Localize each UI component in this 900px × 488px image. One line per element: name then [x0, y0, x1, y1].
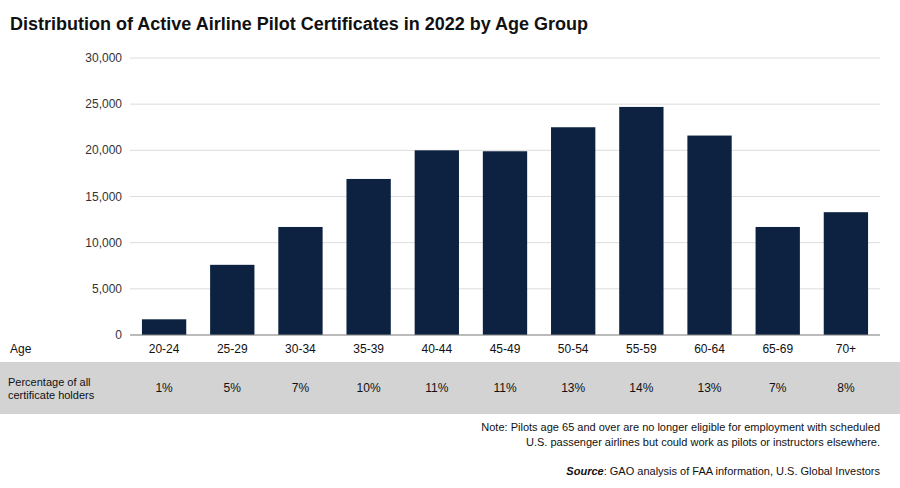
source-text: : GAO analysis of FAA information, U.S. …	[604, 465, 881, 477]
x-tick-label: 50-54	[558, 342, 589, 356]
x-tick-label: 40-44	[421, 342, 452, 356]
grid-line	[130, 58, 880, 59]
grid-line	[130, 104, 880, 105]
x-tick-label: 45-49	[490, 342, 521, 356]
percentage-label: 14%	[629, 381, 653, 395]
x-tick-label: 70+	[836, 342, 856, 356]
percentage-label: 13%	[698, 381, 722, 395]
source-label: Source	[566, 465, 603, 477]
bar	[824, 212, 868, 335]
y-tick-label: 25,000	[85, 97, 122, 111]
x-tick-label: 55-59	[626, 342, 657, 356]
percentage-label: 13%	[561, 381, 585, 395]
x-tick-label: 60-64	[694, 342, 725, 356]
x-tick-label: 25-29	[217, 342, 248, 356]
y-tick-label: 20,000	[85, 143, 122, 157]
x-tick-label: 30-34	[285, 342, 316, 356]
bar	[210, 265, 254, 335]
x-tick-label: 65-69	[762, 342, 793, 356]
y-tick-label: 10,000	[85, 236, 122, 250]
bar	[142, 319, 186, 335]
table-label-line: certificate holders	[8, 389, 95, 401]
grid-line	[130, 150, 880, 151]
table-label-line: Percentage of all	[8, 376, 91, 388]
table-band	[0, 362, 900, 414]
percentage-label: 8%	[837, 381, 855, 395]
y-tick-label: 15,000	[85, 190, 122, 204]
bar	[278, 227, 322, 335]
x-axis-label: Age	[10, 342, 32, 356]
x-tick-label: 20-24	[149, 342, 180, 356]
background	[0, 0, 900, 488]
grid-line	[130, 335, 880, 336]
percentage-label: 5%	[224, 381, 242, 395]
percentage-label: 7%	[292, 381, 310, 395]
note-line: Note: Pilots age 65 and over are no long…	[481, 421, 880, 433]
y-tick-label: 5,000	[92, 282, 122, 296]
y-tick-label: 0	[115, 328, 122, 342]
bar	[551, 127, 595, 335]
table-label: Percentage of allcertificate holders	[8, 376, 95, 401]
grid	[130, 58, 880, 335]
bar	[346, 179, 390, 335]
bar	[619, 107, 663, 335]
percentage-label: 7%	[769, 381, 787, 395]
bar	[415, 150, 459, 335]
bars	[142, 107, 868, 335]
y-tick-label: 30,000	[85, 51, 122, 65]
percentage-label: 11%	[493, 381, 516, 395]
bar	[483, 151, 527, 335]
chart: Distribution of Active Airline Pilot Cer…	[0, 0, 900, 488]
percentage-label: 10%	[357, 381, 381, 395]
x-axis-line	[130, 335, 880, 336]
x-tick-label: 35-39	[353, 342, 384, 356]
source: Source: GAO analysis of FAA information,…	[566, 465, 880, 477]
percentage-label: 11%	[425, 381, 448, 395]
note-line: U.S. passenger airlines but could work a…	[526, 436, 880, 448]
title: Distribution of Active Airline Pilot Cer…	[10, 14, 588, 34]
bar	[756, 227, 800, 335]
percentage-label: 1%	[155, 381, 173, 395]
note: Note: Pilots age 65 and over are no long…	[481, 421, 880, 448]
bar	[687, 136, 731, 335]
